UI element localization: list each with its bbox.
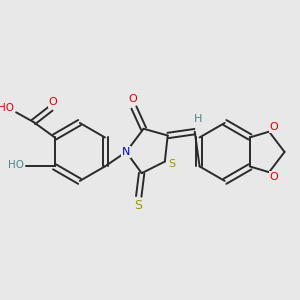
Text: S: S bbox=[168, 160, 175, 170]
Text: O: O bbox=[269, 172, 278, 182]
Text: O: O bbox=[269, 122, 278, 132]
Text: HO: HO bbox=[0, 103, 14, 113]
Text: S: S bbox=[134, 199, 142, 212]
Text: H: H bbox=[194, 114, 202, 124]
Text: O: O bbox=[48, 97, 57, 107]
Text: O: O bbox=[129, 94, 137, 104]
Text: N: N bbox=[122, 147, 130, 157]
Text: HO: HO bbox=[8, 160, 24, 170]
